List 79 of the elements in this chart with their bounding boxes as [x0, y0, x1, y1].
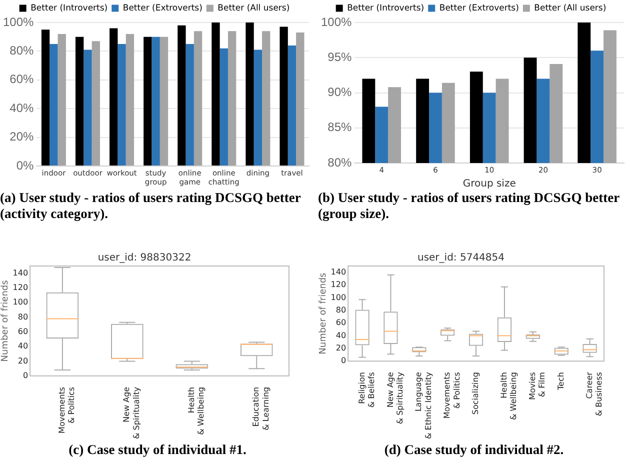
y-tick-label: 20 [336, 343, 346, 352]
legend-label: Better (Extroverts) [122, 3, 202, 14]
chart-title: user_id: 5744854 [417, 252, 505, 264]
bar [262, 31, 270, 166]
bar [110, 28, 118, 166]
y-tick-label: 0 [340, 356, 346, 366]
y-tick-label: 80 [18, 312, 28, 322]
y-tick-label: 100 [12, 298, 28, 307]
x-tick-label: Movements & Politics [442, 372, 462, 419]
chart-title: user_id: 98830322 [98, 252, 192, 264]
x-tick-label: Health & Wellbeing [500, 372, 518, 420]
y-tick-label: 20 [18, 356, 28, 366]
text: (b) User study - ratios of users rating DCSGQ better (group size). [318, 190, 620, 222]
legend-label: Better (Introverts) [347, 3, 424, 14]
y-tick-label: 0 [22, 370, 28, 380]
y-tick-label: 80% [10, 44, 34, 58]
legend-label: Better (Introverts) [30, 3, 108, 14]
y-tick-label: 95% [328, 50, 352, 64]
bar [254, 50, 262, 166]
bar [212, 22, 220, 166]
bar [246, 22, 254, 166]
text: (a) User study - ratios of users rating DCSGQ better (activity category). [0, 190, 302, 222]
y-tick-label: 60 [336, 318, 346, 328]
bar [118, 44, 126, 166]
x-tick-label: Tech [556, 372, 566, 391]
y-tick-label: 40 [18, 342, 28, 351]
x-tick-label: Movies & Film [528, 372, 547, 400]
y-tick-label: 40% [10, 100, 34, 115]
bar [58, 34, 66, 166]
y-tick-label: 100 [330, 292, 346, 302]
bar [84, 50, 92, 166]
y-tick-label: 60 [18, 327, 28, 336]
y-tick-label: 90% [328, 85, 352, 100]
bar [194, 31, 202, 166]
legend-label: Better (All users) [534, 3, 606, 14]
bar [288, 45, 296, 166]
y-tick-label: 140 [330, 267, 346, 276]
x-tick-label: New Age & Spirituality [386, 372, 404, 424]
bar [220, 48, 228, 166]
x-tick-label: Language & Ethnic Identity [414, 372, 433, 439]
y-axis-title: Number of friends [318, 272, 329, 354]
y-tick-label: 120 [330, 280, 346, 290]
bar [144, 36, 152, 166]
bar [280, 26, 288, 166]
legend-label: Better (Extroverts) [439, 3, 519, 14]
x-tick-label: Health & Wellbeing [186, 386, 206, 435]
bar [92, 41, 100, 166]
x-tick-label: Religion & Beliefs [357, 372, 376, 408]
bar [228, 31, 236, 166]
x-tick-label: Education & Learning [252, 386, 270, 430]
bar [160, 36, 168, 166]
x-tick-label: Movements & Politics [58, 386, 76, 434]
x-tick-label: Socializing [471, 372, 480, 415]
y-tick-label: 40 [336, 330, 346, 340]
y-tick-label: 100% [2, 14, 34, 29]
x-axis-title: Group size [462, 178, 516, 190]
y-axis-title: Number of friends [0, 280, 11, 362]
text: (c) Case study of individual #1. [68, 442, 248, 458]
y-tick-label: 120 [12, 283, 28, 292]
y-tick-label: 20% [10, 130, 34, 144]
bar [296, 32, 304, 166]
bar [126, 34, 134, 166]
y-tick-label: 80% [328, 155, 352, 170]
bar [152, 36, 160, 166]
y-tick-label: 80 [336, 305, 346, 314]
text: (d) Case study of individual #2. [383, 442, 565, 458]
x-tick-label: Career & Business [584, 371, 604, 416]
y-tick-label: 85% [328, 120, 352, 134]
legend-label: Better (All users) [218, 3, 290, 14]
bar [50, 44, 58, 166]
y-tick-label: 60% [10, 72, 34, 86]
y-tick-label: 0% [16, 158, 34, 172]
bar [41, 30, 50, 166]
y-tick-label: 140 [12, 268, 28, 278]
bar [186, 44, 194, 166]
y-tick-label: 100% [320, 14, 352, 29]
bar [178, 25, 186, 166]
bar [75, 36, 84, 166]
x-tick-label: New Age & Spirituality [122, 386, 141, 440]
